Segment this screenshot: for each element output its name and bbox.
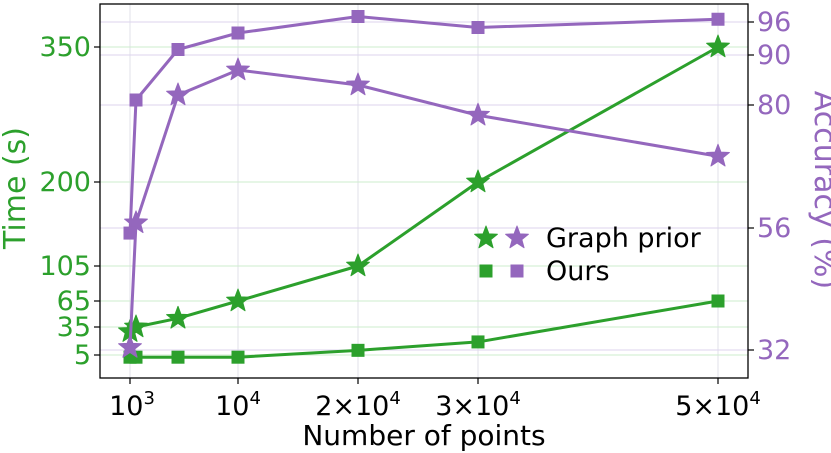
- left-tick-label: 105: [39, 251, 91, 282]
- x-tick-label: 104: [215, 388, 261, 422]
- square-point: [711, 294, 725, 308]
- right-tick-label: 90: [757, 40, 791, 71]
- star-point: [124, 314, 148, 338]
- square-point: [129, 93, 143, 107]
- right-tick-label: 56: [757, 213, 791, 244]
- star-point: [346, 72, 370, 96]
- x-tick-label: 103: [109, 388, 155, 422]
- star-point: [118, 334, 142, 358]
- series-group: [123, 10, 725, 240]
- square-point: [171, 350, 185, 364]
- star-point: [466, 169, 490, 193]
- square-point: [471, 21, 485, 34]
- series-group: [118, 57, 730, 358]
- star-point: [706, 34, 730, 58]
- star-point: [166, 305, 190, 329]
- x-axis-label: Number of points: [302, 419, 545, 452]
- star-point: [346, 253, 370, 277]
- series-layer: [118, 10, 730, 364]
- star-point: [706, 143, 730, 167]
- series-line: [129, 45, 719, 333]
- square-point: [231, 26, 245, 40]
- square-point: [171, 43, 185, 56]
- square-point: [711, 12, 725, 26]
- star-point: [226, 57, 250, 81]
- legend-star-purple: [505, 225, 529, 249]
- legend-label: Graph prior: [546, 223, 702, 254]
- grid: [100, 4, 748, 378]
- left-tick-label: 350: [39, 32, 91, 63]
- square-point: [231, 350, 245, 364]
- legend-label: Ours: [546, 256, 610, 287]
- star-point: [166, 82, 190, 106]
- plot-frame: [99, 3, 749, 379]
- legend-star-green: [474, 225, 498, 249]
- square-point: [351, 343, 365, 357]
- right-tick-label: 96: [757, 7, 791, 38]
- right-tick-label: 32: [757, 335, 791, 366]
- square-point: [471, 335, 485, 349]
- left-tick-label: 200: [39, 167, 91, 198]
- left-tick-label: 5: [74, 340, 91, 371]
- legend-square-green: [479, 264, 493, 278]
- right-tick-label: 80: [757, 90, 791, 121]
- x-tick-label: 5×104: [675, 388, 761, 422]
- series-group: [118, 34, 730, 342]
- square-point: [351, 10, 365, 23]
- legend-square-purple: [510, 264, 524, 278]
- right-axis-label: Accuracy (%): [807, 91, 831, 289]
- x-tick-label: 2×104: [315, 388, 401, 422]
- series-line: [128, 15, 719, 234]
- left-tick-label: 35: [57, 312, 91, 343]
- left-tick-label: 65: [57, 286, 91, 317]
- square-point: [123, 226, 137, 240]
- left-axis-label: Time (s): [0, 127, 33, 250]
- x-tick-label: 3×104: [435, 388, 521, 422]
- star-point: [466, 102, 490, 126]
- series-line: [130, 299, 719, 359]
- star-point: [226, 288, 250, 312]
- series-group: [123, 294, 725, 364]
